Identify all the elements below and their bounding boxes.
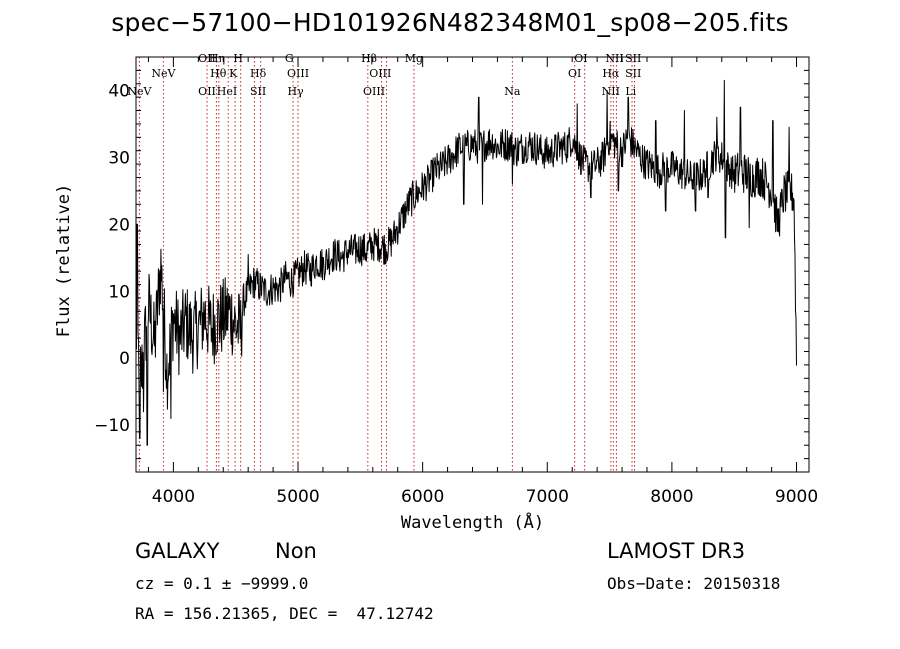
- spectrum-line: [135, 79, 797, 446]
- chart-title: spec−57100−HD101926N482348M01_sp08−205.f…: [111, 8, 789, 37]
- line-label: HeI: [217, 85, 237, 98]
- redshift-label: cz = 0.1 ± −9999.0: [135, 574, 309, 593]
- coords-label: RA = 156.21365, DEC = 47.12742: [135, 604, 434, 623]
- line-label: SII: [625, 52, 641, 65]
- line-label: OI: [568, 67, 581, 80]
- x-tick-label: 8000: [650, 487, 693, 507]
- line-label: NeV: [127, 85, 152, 98]
- y-tick-label: 0: [119, 349, 130, 369]
- line-label: Hα: [602, 67, 620, 80]
- x-tick-label: 9000: [775, 487, 818, 507]
- line-label: NII: [605, 52, 623, 65]
- line-label: OII: [198, 52, 216, 65]
- line-label: Hβ: [361, 52, 377, 65]
- plot-frame: [135, 56, 810, 473]
- line-label: Na: [504, 85, 521, 98]
- x-tick-label: 5000: [276, 487, 319, 507]
- line-label: NeV: [151, 67, 176, 80]
- class-label: GALAXY: [135, 539, 220, 563]
- line-label: Hη: [209, 52, 225, 65]
- line-label: K: [229, 67, 238, 80]
- survey-label: LAMOST DR3: [607, 539, 746, 563]
- line-label: Hδ: [250, 67, 267, 80]
- line-label: Mg: [405, 52, 423, 65]
- line-label: OI: [574, 52, 587, 65]
- line-label: Hγ: [287, 85, 304, 98]
- line-label: Hθ: [210, 67, 227, 80]
- y-tick-label: 10: [108, 282, 130, 302]
- line-label: Li: [625, 85, 636, 98]
- line-label: NII: [602, 85, 620, 98]
- line-label: OIII: [369, 67, 391, 80]
- obs-date-label: Obs−Date: 20150318: [607, 574, 781, 593]
- x-tick-label: 4000: [152, 487, 195, 507]
- x-axis-label: Wavelength (Å): [401, 511, 544, 533]
- line-label: OIII: [363, 85, 385, 98]
- y-tick-label: 40: [108, 81, 130, 101]
- y-axis-label: Flux (relative): [54, 184, 74, 338]
- y-tick-label: −10: [94, 416, 130, 436]
- y-tick-label: 20: [108, 215, 130, 235]
- line-label: SII: [250, 85, 266, 98]
- line-label: OII: [198, 85, 216, 98]
- line-label: OIII: [287, 67, 309, 80]
- y-tick-label: 30: [108, 148, 130, 168]
- line-label: H: [233, 52, 243, 65]
- x-tick-label: 7000: [526, 487, 569, 507]
- line-label: G: [285, 52, 294, 65]
- subclass-label: Non: [275, 539, 317, 563]
- line-label: SII: [625, 67, 641, 80]
- x-tick-label: 6000: [401, 487, 444, 507]
